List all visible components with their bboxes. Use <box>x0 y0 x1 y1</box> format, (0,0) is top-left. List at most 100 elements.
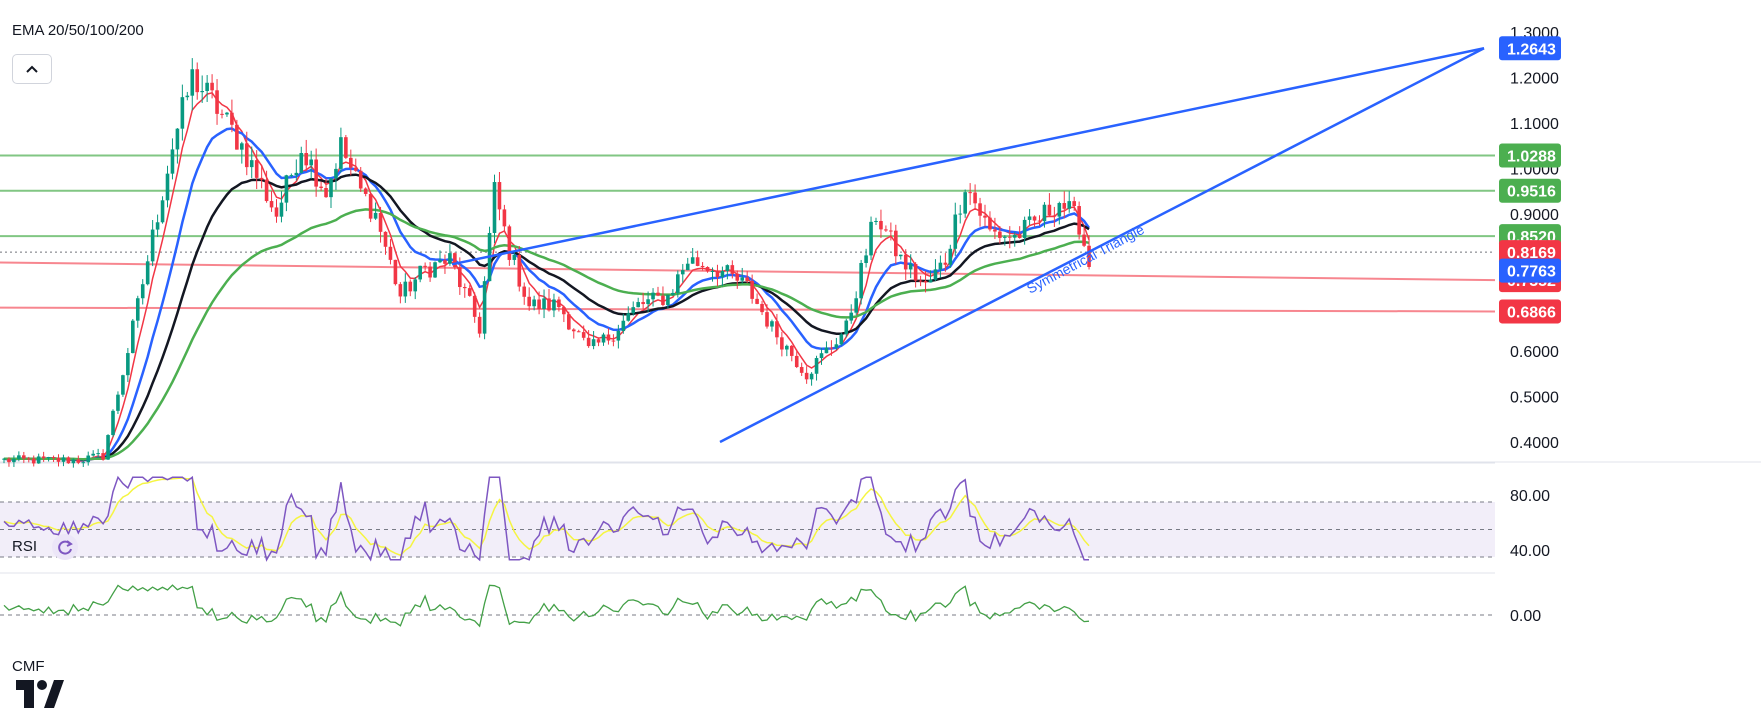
candle-body <box>240 143 244 150</box>
price-tag-label: 0.9516 <box>1507 184 1556 201</box>
candle-body <box>755 298 759 304</box>
candle-body <box>111 410 115 436</box>
candle-body <box>943 262 948 265</box>
candle-body <box>12 458 16 463</box>
candle-body <box>884 229 888 231</box>
candle-body <box>809 373 814 380</box>
price-tag <box>1499 258 1561 283</box>
candle-body <box>155 222 160 230</box>
candle-body <box>448 253 452 264</box>
candle-body <box>1057 203 1062 217</box>
candle-body <box>31 458 36 464</box>
candle-body <box>443 260 447 264</box>
candle-body <box>1047 204 1052 216</box>
candle-body <box>249 160 254 168</box>
candle-body <box>1042 204 1047 222</box>
collapse-button[interactable] <box>12 54 52 84</box>
candle-body <box>403 281 408 297</box>
candle-body <box>294 172 299 176</box>
candle-body <box>656 292 660 296</box>
candle-body <box>26 458 31 460</box>
candle-body <box>527 296 531 307</box>
candle-body <box>56 457 61 462</box>
candle-body <box>953 214 958 249</box>
candle-body <box>1027 216 1032 220</box>
ema-100-line <box>3 173 1090 461</box>
candle-body <box>819 353 824 359</box>
candle-body <box>61 457 66 462</box>
ema-20-line <box>3 91 1090 463</box>
candle-body <box>353 167 358 171</box>
resistance-line <box>0 306 1496 313</box>
candle-body <box>512 254 517 260</box>
price-axis-label: 0.6000 <box>1510 344 1559 361</box>
candle-body <box>948 248 953 265</box>
candle-body <box>101 453 105 460</box>
candle-body <box>458 267 462 288</box>
price-tag-label: 1.2643 <box>1507 41 1556 58</box>
candle-body <box>17 455 21 459</box>
candle-body <box>676 274 680 293</box>
price-tag-label: 0.7763 <box>1507 264 1556 281</box>
candle-body <box>864 255 868 263</box>
candle-body <box>116 394 120 411</box>
candle-body <box>254 160 259 178</box>
candle-body <box>418 265 422 280</box>
tradingview-logo-icon[interactable] <box>16 680 64 713</box>
candle-body <box>933 269 938 280</box>
candle-body <box>2 458 6 460</box>
candle-body <box>517 254 522 287</box>
candle-body <box>269 201 274 208</box>
candle-body <box>398 284 403 297</box>
candle-body <box>958 213 963 215</box>
candle-body <box>928 279 933 283</box>
candle-body <box>908 263 913 270</box>
candle-body <box>135 298 140 321</box>
candle-body <box>373 212 378 219</box>
candle-body <box>1007 236 1012 238</box>
candle-body <box>304 153 309 166</box>
candle-body <box>467 288 472 296</box>
candle-body <box>854 298 858 313</box>
candle-body <box>408 281 413 292</box>
candle-body <box>690 257 695 264</box>
candle-body <box>938 262 943 270</box>
candle-body <box>96 453 100 455</box>
candle-body <box>106 435 110 460</box>
candle-body <box>36 456 41 464</box>
price-tag-label: 1.0288 <box>1507 149 1556 166</box>
candle-body <box>7 458 11 463</box>
rsi-line <box>3 475 1089 562</box>
candle-body <box>22 455 26 459</box>
candle-body <box>91 453 95 456</box>
price-axis-label: 1.2000 <box>1510 71 1559 88</box>
candle-body <box>740 277 745 281</box>
cmf-pane <box>0 584 1495 628</box>
candle-body <box>220 113 224 115</box>
candle-body <box>700 265 705 268</box>
candle-body <box>799 367 804 373</box>
candle-body <box>680 270 685 275</box>
candle-body <box>695 257 700 266</box>
candle-body <box>621 320 626 331</box>
candle-body <box>978 203 982 216</box>
price-axis-label: 1.1000 <box>1510 116 1559 133</box>
candle-body <box>86 455 91 463</box>
candle-body <box>81 462 86 464</box>
candle-body <box>150 229 155 262</box>
candle-body <box>844 320 849 335</box>
candle-body <box>388 246 393 260</box>
candle-body <box>973 192 977 204</box>
candle-body <box>126 353 130 376</box>
candle-body <box>200 90 204 93</box>
candle-body <box>596 339 601 343</box>
candle-body <box>210 82 214 91</box>
cmf-line <box>3 584 1090 628</box>
candle-body <box>482 281 487 334</box>
rsi-refresh-button[interactable] <box>52 534 78 560</box>
cmf-title: CMF <box>12 658 45 675</box>
price-tag <box>1499 178 1561 203</box>
candle-body <box>581 332 586 338</box>
candle-body <box>225 112 229 115</box>
